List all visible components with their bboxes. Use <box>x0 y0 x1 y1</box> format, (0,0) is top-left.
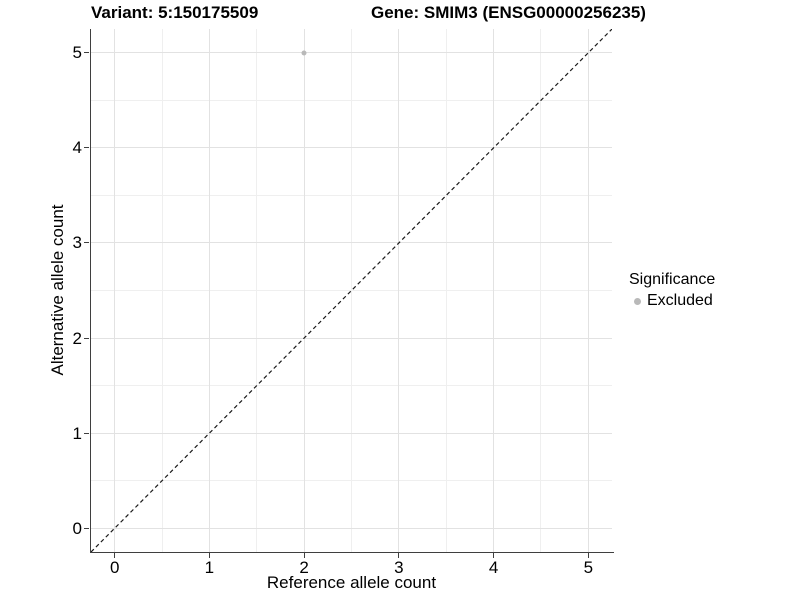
gridline-horizontal-minor <box>91 194 612 196</box>
gridline-vertical-major <box>208 29 210 552</box>
x-axis-tick-mark <box>303 553 305 558</box>
gridline-vertical-major <box>398 29 400 552</box>
legend-items: Excluded <box>629 292 715 310</box>
y-axis-tick-label: 1 <box>72 423 82 443</box>
gene-title: Gene: SMIM3 (ENSG00000256235) <box>371 3 646 22</box>
x-axis-line <box>89 551 614 553</box>
gridline-horizontal-major <box>91 337 612 339</box>
y-axis-tick-mark <box>84 337 89 339</box>
gridline-vertical-major <box>303 29 305 552</box>
x-axis-tick-mark <box>114 553 116 558</box>
plot-panel <box>91 29 612 552</box>
x-axis-tick-mark <box>587 553 589 558</box>
y-axis-tick-mark <box>84 242 89 244</box>
gridline-vertical-major <box>114 29 116 552</box>
legend-title: Significance <box>629 271 716 288</box>
legend-item-label: Excluded <box>647 292 713 309</box>
gridline-vertical-major <box>587 29 589 552</box>
gridline-horizontal-minor <box>91 480 612 482</box>
data-point <box>301 50 307 56</box>
y-axis-title: Alternative allele count <box>48 204 67 376</box>
y-axis-tick-label: 5 <box>72 43 82 63</box>
y-axis-tick-label: 3 <box>72 233 82 253</box>
y-axis-tick-mark <box>84 527 89 529</box>
y-axis-tick-mark <box>84 432 89 434</box>
gridline-horizontal-minor <box>91 385 612 387</box>
x-axis-tick-mark <box>208 553 210 558</box>
identity-line <box>91 29 612 552</box>
legend: Significance Excluded <box>629 271 715 310</box>
legend-item: Excluded <box>629 292 715 310</box>
y-axis-tick-mark <box>84 52 89 54</box>
y-axis-tick-label: 4 <box>72 138 82 158</box>
gridline-horizontal-major <box>91 432 612 434</box>
x-axis-title: Reference allele count <box>266 573 437 592</box>
x-axis-tick-label: 4 <box>488 558 499 577</box>
y-axis-tick-mark <box>84 147 89 149</box>
x-axis-tick-label: 5 <box>583 558 594 577</box>
gridline-horizontal-major <box>91 52 612 54</box>
variant-title: Variant: 5:150175509 <box>91 3 259 22</box>
y-axis-tick-label: 0 <box>72 518 82 538</box>
x-axis-tick-mark <box>493 553 495 558</box>
gridline-horizontal-major <box>91 242 612 244</box>
y-axis-tick-label: 2 <box>72 328 82 348</box>
y-axis-line <box>89 29 91 553</box>
gridline-horizontal-minor <box>91 290 612 291</box>
x-axis-tick-label: 1 <box>204 558 215 577</box>
gridline-vertical-major <box>493 29 495 552</box>
gridline-horizontal-major <box>91 527 612 529</box>
gridline-horizontal-major <box>91 147 612 149</box>
x-axis-tick-label: 0 <box>109 558 120 577</box>
x-axis-tick-label: 3 <box>394 558 404 577</box>
legend-key-dot <box>634 297 641 305</box>
x-axis-tick-mark <box>398 553 400 558</box>
x-axis-tick-label: 2 <box>299 558 309 577</box>
gridline-horizontal-minor <box>91 99 612 101</box>
